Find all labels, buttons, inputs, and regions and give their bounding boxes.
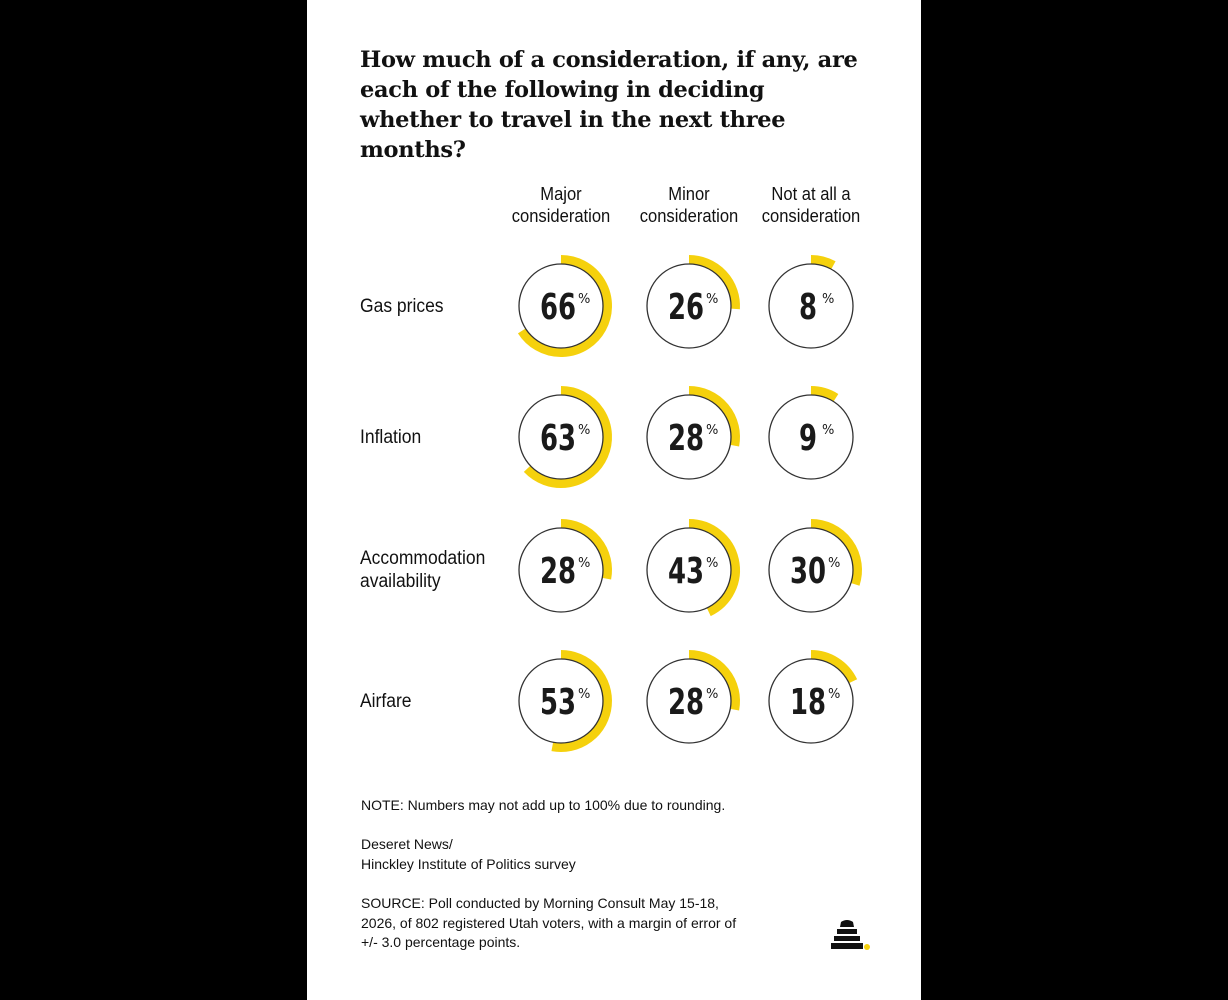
footnote-note: NOTE: Numbers may not add up to 100% due…	[361, 797, 726, 813]
donut-value-arc	[688, 255, 740, 310]
donut-ring	[646, 263, 732, 349]
donut-value-label: 9	[799, 418, 817, 459]
donut-value-arc	[810, 650, 858, 684]
percent-sign: %	[578, 556, 590, 571]
donut-value-label: 63	[540, 418, 576, 459]
source-line-3: +/- 3.0 percentage points.	[361, 934, 521, 950]
credit-line-2: Hinckley Institute of Politics survey	[361, 855, 576, 872]
donut-ring	[768, 394, 854, 480]
donut-value-arc	[810, 255, 836, 270]
infographic-panel: How much of a consideration, if any, are…	[307, 0, 921, 1000]
donut-ring	[768, 263, 854, 349]
column-header-line: Not at all a	[771, 184, 851, 204]
donut-value-label: 28	[668, 418, 704, 459]
credit-line-1: Deseret News/	[361, 836, 453, 852]
footnote-credit: Deseret News/ Hinckley Institute of Poli…	[361, 835, 576, 874]
percent-sign: %	[578, 423, 590, 438]
column-header-line: consideration	[761, 206, 861, 226]
donut-chart-grid: 66% 26% 8 %63% 28% 9 %28% 43% 30 %53% 28% 18%	[517, 255, 862, 752]
donut-value-label: 28	[668, 682, 704, 723]
percent-sign: %	[706, 292, 718, 307]
donut-ring	[518, 527, 604, 613]
donut-ring	[768, 527, 854, 613]
donut-3-3: 30%	[768, 519, 862, 613]
donut-value-arc	[810, 386, 839, 402]
donut-2-3: 9%	[768, 386, 854, 480]
donut-1-2: 26%	[646, 255, 740, 349]
percent-sign: %	[706, 423, 718, 438]
donut-value-label: 18	[790, 682, 826, 723]
row-label-2: Inflation	[360, 426, 498, 449]
donut-value-arc	[517, 255, 612, 357]
donut-2-2: 28%	[646, 386, 740, 480]
percent-sign: %	[822, 423, 834, 438]
row-label-line: Inflation	[360, 426, 422, 448]
chart-title: How much of a consideration, if any, are…	[360, 47, 858, 163]
donut-ring	[646, 527, 732, 613]
donut-value-arc	[560, 519, 612, 580]
column-header-2: Minor consideration	[629, 183, 749, 227]
row-label-1: Gas prices	[360, 295, 498, 318]
column-header-line: Minor	[668, 184, 710, 204]
percent-sign: %	[578, 687, 590, 702]
percent-sign: %	[828, 687, 840, 702]
row-label-4: Airfare	[360, 690, 498, 713]
donut-4-3: 18%	[768, 650, 858, 744]
donut-1-3: 8%	[768, 255, 854, 349]
donut-ring	[768, 658, 854, 744]
column-header-line: consideration	[639, 206, 739, 226]
row-label-3: Accommodation availability	[360, 547, 498, 593]
donut-value-label: 53	[540, 682, 576, 723]
percent-sign: %	[706, 556, 718, 571]
donut-ring	[518, 658, 604, 744]
donut-3-2: 43%	[646, 519, 740, 617]
donut-ring	[646, 658, 732, 744]
donut-value-arc	[551, 650, 612, 752]
donut-value-arc	[688, 519, 740, 617]
row-label-line: Gas prices	[360, 295, 444, 317]
donut-value-arc	[688, 650, 740, 711]
donut-3-1: 28%	[518, 519, 612, 613]
donut-1-1: 66%	[517, 255, 612, 357]
donut-value-arc	[810, 519, 862, 586]
row-label-line: Airfare	[360, 690, 412, 712]
source-line-1: SOURCE: Poll conducted by Morning Consul…	[361, 895, 719, 911]
column-header-line: Major	[540, 184, 582, 204]
donut-4-2: 28%	[646, 650, 740, 744]
column-header-3: Not at all a consideration	[751, 183, 871, 227]
beehive-icon	[831, 920, 870, 950]
donut-2-1: 63%	[518, 386, 612, 488]
percent-sign: %	[578, 292, 590, 307]
donut-value-label: 66	[540, 287, 576, 328]
percent-sign: %	[822, 292, 834, 307]
row-label-line: Accommodation	[360, 548, 486, 569]
donut-ring	[518, 263, 604, 349]
row-label-line: availability	[360, 571, 441, 592]
donut-value-arc	[523, 386, 612, 488]
footnote-source: SOURCE: Poll conducted by Morning Consul…	[361, 894, 736, 953]
donut-value-label: 8	[799, 287, 817, 328]
donut-value-label: 30	[790, 551, 826, 592]
percent-sign: %	[828, 556, 840, 571]
donut-4-1: 53%	[518, 650, 612, 752]
source-line-2: 2026, of 802 registered Utah voters, wit…	[361, 914, 737, 931]
donut-value-arc	[688, 386, 740, 447]
column-header-line: consideration	[511, 206, 611, 226]
donut-ring	[518, 394, 604, 480]
donut-value-label: 26	[668, 287, 704, 328]
donut-value-label: 43	[668, 551, 704, 592]
donut-ring	[646, 394, 732, 480]
percent-sign: %	[706, 687, 718, 702]
donut-value-label: 28	[540, 551, 576, 592]
column-header-1: Major consideration	[501, 183, 621, 227]
